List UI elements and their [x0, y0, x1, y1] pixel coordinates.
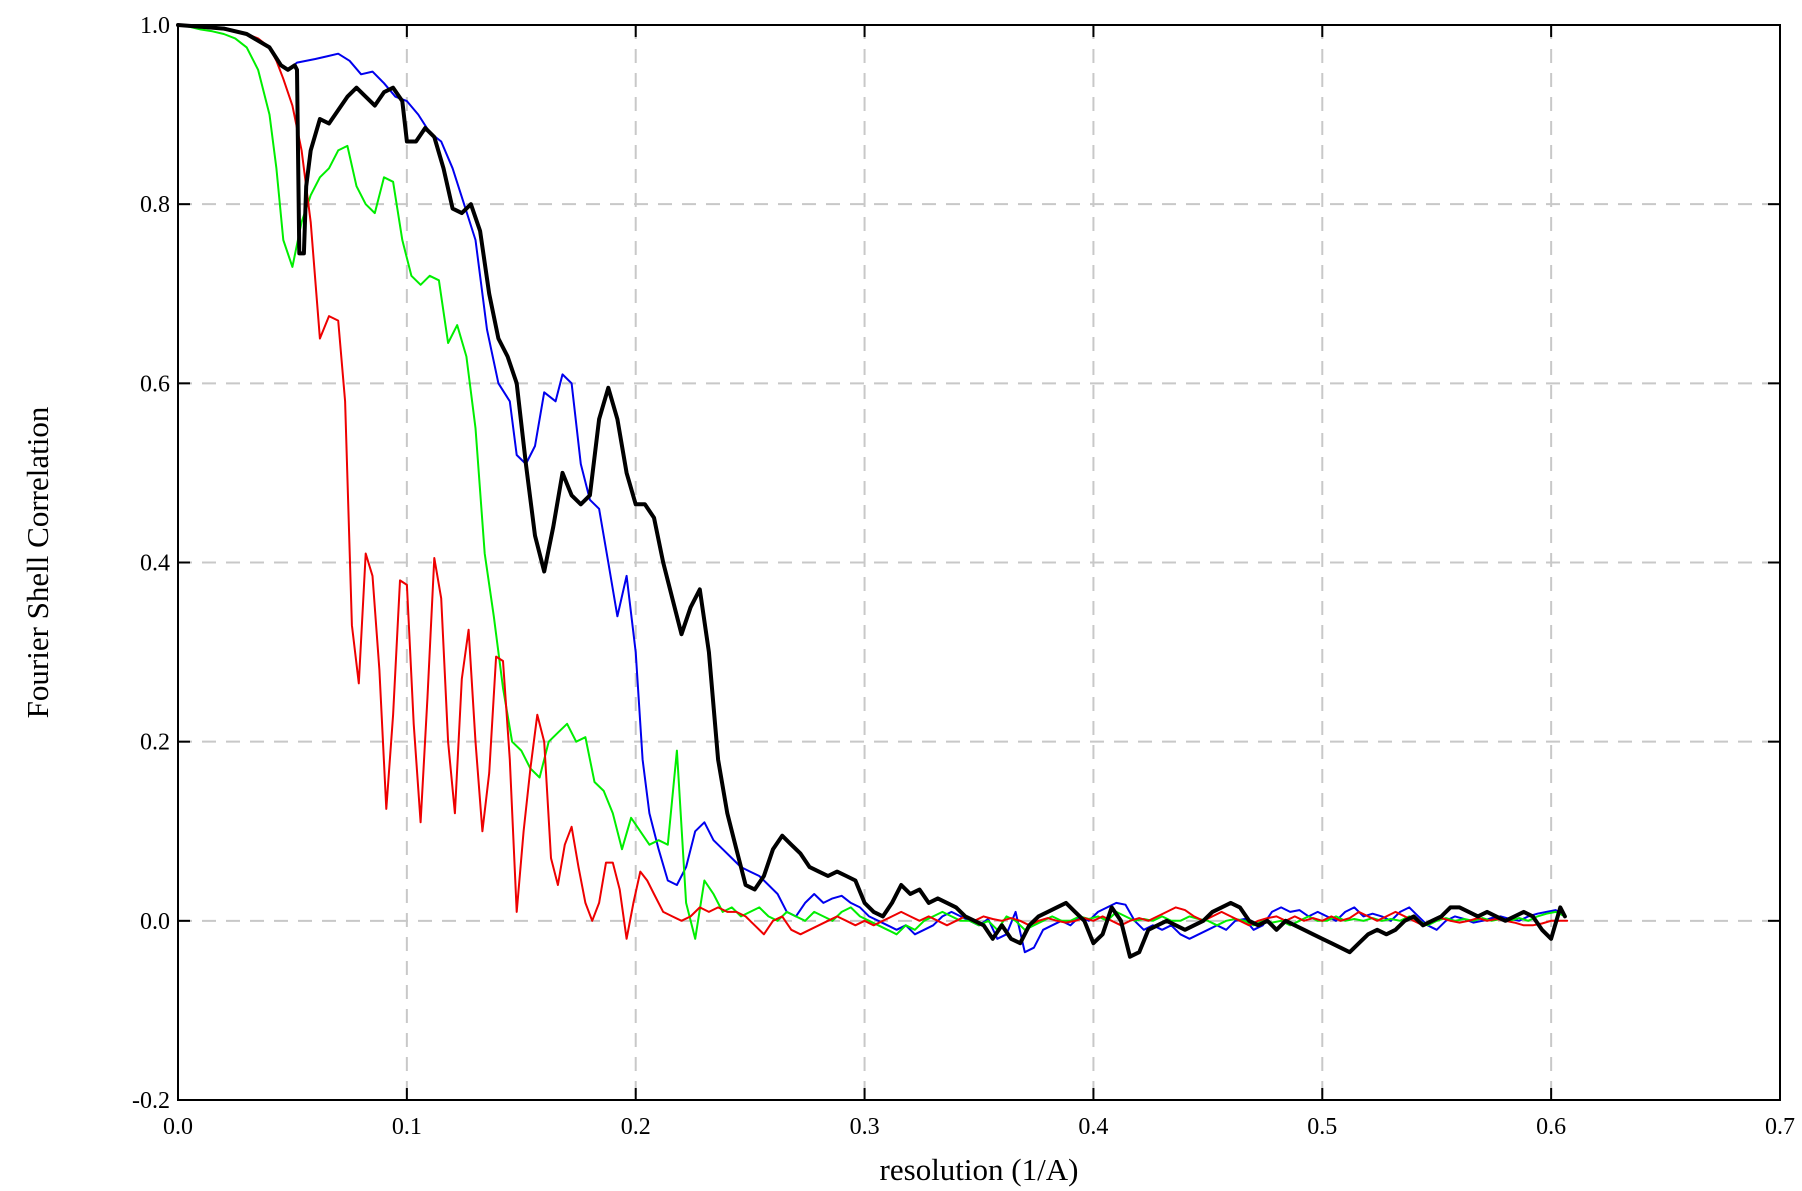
y-tick-label: 0.4	[140, 551, 170, 577]
y-axis-ticks: -0.2 0.0 0.2 0.4 0.6 0.8 1.0	[132, 13, 1780, 1114]
series-layer	[176, 23, 1569, 959]
x-tick-label: 0.6	[1536, 1114, 1566, 1140]
y-tick-label: 0.2	[140, 730, 170, 756]
x-tick-label: 0.1	[392, 1114, 422, 1140]
x-tick-label: 0.0	[163, 1114, 193, 1140]
y-tick-label: 0.8	[140, 192, 170, 218]
y-axis-title: Fourier Shell Correlation	[20, 406, 55, 718]
fsc-series-line-1	[177, 24, 1566, 954]
x-tick-label: 0.2	[621, 1114, 651, 1140]
x-tick-label: 0.7	[1765, 1114, 1795, 1140]
y-tick-label: -0.2	[132, 1088, 170, 1114]
x-tick-label: 0.4	[1078, 1114, 1108, 1140]
fsc-series-line-3	[177, 24, 1569, 940]
y-tick-label: 0.6	[140, 371, 170, 397]
fsc-series-line-2	[177, 24, 1566, 940]
x-tick-label: 0.5	[1307, 1114, 1337, 1140]
x-tick-label: 0.3	[850, 1114, 880, 1140]
y-tick-label: 0.0	[140, 909, 170, 935]
fsc-series-line-4	[176, 23, 1567, 959]
y-tick-label: 1.0	[140, 13, 170, 39]
x-axis-title: resolution (1/A)	[880, 1152, 1079, 1187]
x-axis-ticks: 0.0 0.1 0.2 0.3 0.4 0.5 0.6 0.7	[163, 25, 1795, 1140]
